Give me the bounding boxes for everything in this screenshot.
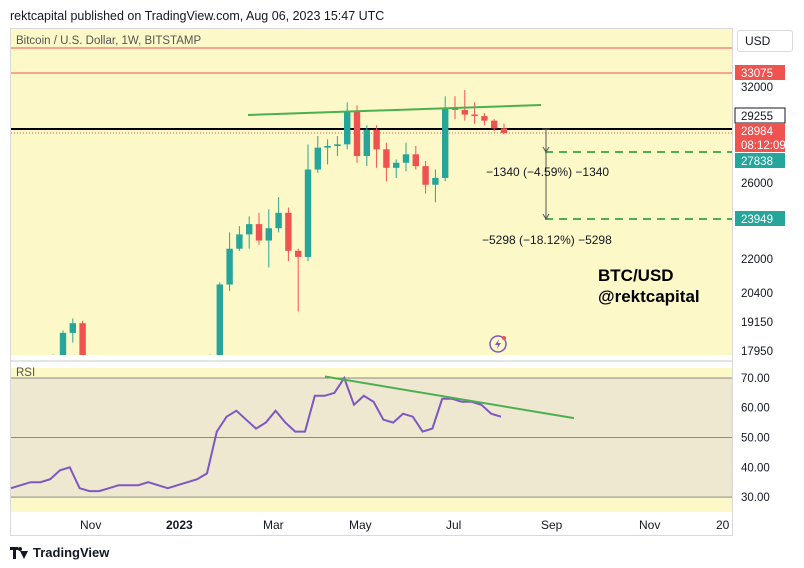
candle-body	[255, 224, 263, 241]
rsi-axis-label: 70.00	[741, 373, 770, 385]
publish-header: rektcapital published on TradingView.com…	[10, 9, 385, 23]
candle-body	[246, 224, 253, 235]
symbol-title: Bitcoin / U.S. Dollar, 1W, BITSTAMP	[16, 35, 202, 47]
candle-body	[275, 212, 282, 229]
rsi-axis-label: 40.00	[741, 462, 770, 474]
measure-arrowhead-2	[542, 213, 550, 220]
currency-button[interactable]: USD	[737, 30, 793, 52]
candle-body	[207, 357, 213, 366]
price-badge-bg	[735, 123, 785, 138]
candle-body	[69, 323, 76, 333]
lightning-icon-ring	[489, 335, 507, 353]
price-axis-label: 20400	[741, 288, 773, 300]
candle-body	[295, 250, 302, 257]
candle-body	[461, 109, 468, 115]
candle-body	[500, 128, 508, 133]
candles-group	[52, 90, 508, 366]
candle-body	[353, 111, 361, 157]
candle-body	[363, 129, 370, 157]
measure-label-1: −1340 (−4.59%) −1340	[486, 165, 609, 179]
chart-frame	[10, 28, 733, 536]
price-axis-label: 17950	[741, 346, 773, 358]
rsi-trendline	[324, 375, 575, 420]
price-badge-label: 33075	[741, 68, 773, 80]
candle-body	[334, 144, 341, 146]
rsi-axis-label: 30.00	[741, 492, 770, 504]
time-axis-label: May	[349, 518, 372, 532]
price-pane-bg	[11, 29, 732, 355]
candle-body	[393, 162, 400, 168]
tradingview-logo[interactable]: TradingView	[10, 545, 109, 560]
price-badge-bg	[735, 65, 785, 80]
price-axis-label: 22000	[741, 254, 773, 266]
watermark-symbol: BTC/USD	[598, 266, 674, 285]
lightning-icon-bolt	[495, 339, 501, 349]
lightning-icon[interactable]	[489, 335, 507, 353]
candle-body	[481, 116, 488, 121]
price-badge-label: 28984	[741, 126, 774, 138]
candle-body	[324, 145, 331, 148]
candle-body	[59, 332, 67, 355]
candle-body	[79, 323, 86, 355]
rsi-axis-label: 50.00	[741, 433, 770, 445]
candle-body	[422, 166, 429, 185]
candle-body	[383, 149, 390, 168]
price-badge-label: 08:12:09	[741, 140, 786, 152]
price-axis-label: 19150	[741, 317, 773, 329]
rsi-line	[10, 375, 502, 493]
price-badge-label: 23949	[741, 214, 773, 226]
candle-body	[373, 129, 380, 150]
time-axis-label: Nov	[639, 518, 660, 532]
candle-body	[285, 212, 292, 251]
price-badge-bg	[735, 211, 785, 226]
price-badge-bg	[735, 153, 785, 168]
candle-body	[451, 108, 459, 110]
price-badge-label: 29255	[741, 111, 773, 123]
candle-body	[432, 177, 439, 185]
candle-body	[491, 120, 498, 129]
price-axis-label: 26000	[741, 178, 773, 190]
rsi-indicator-label: RSI	[16, 367, 36, 379]
time-axis-label: Jul	[446, 518, 461, 532]
candle-body	[265, 228, 272, 241]
tradingview-icon	[10, 546, 28, 559]
candle-body	[344, 111, 351, 145]
candle-body	[471, 114, 478, 117]
price-trendline	[247, 104, 542, 116]
tradingview-brand: TradingView	[33, 545, 110, 560]
price-badge-label: 27838	[741, 156, 773, 168]
price-axis-label: 32000	[741, 82, 773, 94]
watermark-author: @rektcapital	[598, 287, 700, 306]
price-badge-bg	[735, 137, 785, 152]
lightning-icon-dot	[502, 336, 506, 340]
candle-body	[402, 154, 410, 163]
time-axis-label: Nov	[80, 518, 101, 532]
candle-body	[412, 154, 419, 167]
time-axis-label: 2023	[166, 518, 193, 532]
candle-body	[226, 248, 233, 285]
rsi-axis-label: 60.00	[741, 403, 770, 415]
measure-label-2: −5298 (−18.12%) −5298	[482, 233, 612, 247]
candle-body	[304, 169, 312, 257]
time-axis-label: 20	[716, 518, 730, 532]
candle-body	[236, 234, 243, 249]
time-axis-label: Sep	[541, 518, 563, 532]
watermark: BTC/USD @rektcapital	[598, 265, 700, 307]
candle-body	[442, 108, 449, 178]
candle-body	[314, 147, 321, 170]
candle-body	[216, 284, 223, 355]
time-axis-label: Mar	[263, 518, 284, 532]
